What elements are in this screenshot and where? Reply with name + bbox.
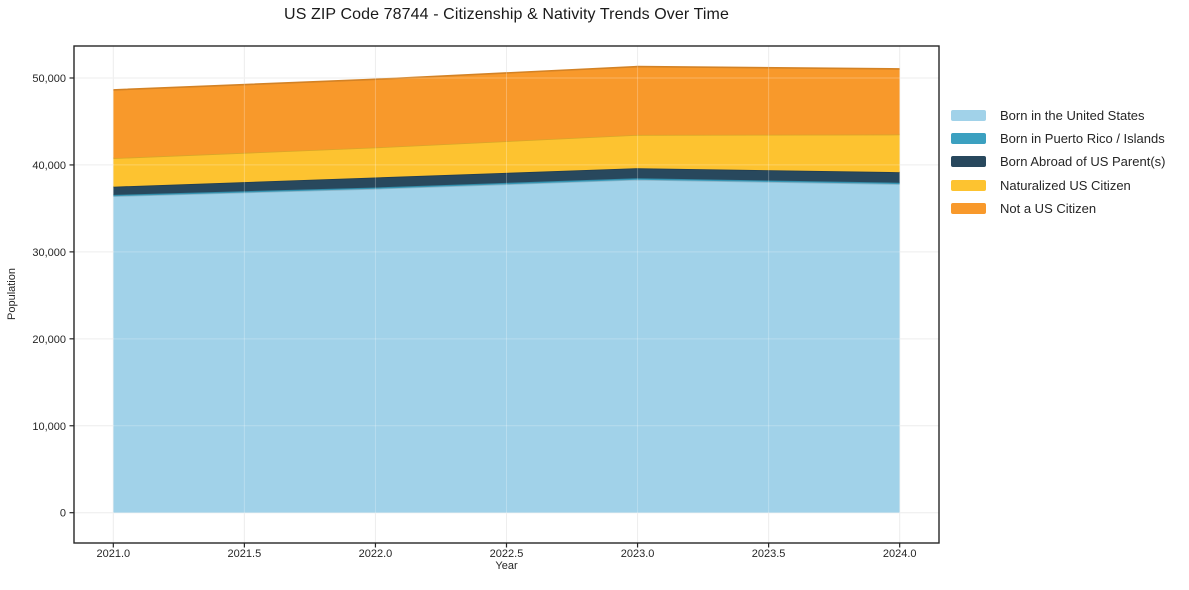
- chart-title: US ZIP Code 78744 - Citizenship & Nativi…: [284, 6, 729, 23]
- y-tick-label: 40,000: [32, 160, 66, 172]
- area-not-a-us-citizen: [113, 66, 900, 159]
- area-born-abroad-of-us-parent-s: [113, 168, 900, 195]
- area-naturalized-us-citizen: [113, 134, 900, 187]
- y-tick-label: 30,000: [32, 247, 66, 259]
- x-tick-label: 2023.5: [752, 548, 786, 560]
- legend-label: Naturalized US Citizen: [1000, 177, 1131, 193]
- y-tick-label: 0: [60, 508, 66, 520]
- y-tick-label: 10,000: [32, 421, 66, 433]
- legend-item-naturalized-us-citizen: Naturalized US Citizen: [951, 174, 1165, 197]
- y-axis-label: Population: [6, 268, 18, 320]
- legend-label: Born in the United States: [1000, 108, 1145, 124]
- y-tick-label: 50,000: [32, 73, 66, 85]
- area-born-in-the-united-states: [113, 179, 900, 513]
- y-tick-label: 20,000: [32, 334, 66, 346]
- legend-swatch-icon: [951, 156, 986, 168]
- x-tick-label: 2021.5: [228, 548, 262, 560]
- legend-label: Born in Puerto Rico / Islands: [1000, 131, 1165, 147]
- x-tick-label: 2021.0: [96, 548, 130, 560]
- x-tick-label: 2024.0: [883, 548, 917, 560]
- area-edge-naturalized-us-citizen: [113, 133, 900, 159]
- legend-swatch-icon: [951, 133, 986, 145]
- legend-item-born-abroad-of-us-parent-s: Born Abroad of US Parent(s): [951, 150, 1165, 173]
- legend-swatch-icon: [951, 110, 986, 122]
- legend-item-not-a-us-citizen: Not a US Citizen: [951, 197, 1165, 220]
- legend-swatch-icon: [951, 202, 986, 214]
- x-axis-label: Year: [495, 560, 518, 572]
- legend-item-born-in-puerto-rico-islands: Born in Puerto Rico / Islands: [951, 127, 1165, 150]
- x-tick-label: 2022.0: [359, 548, 393, 560]
- legend: Born in the United States Born in Puerto …: [951, 104, 1165, 220]
- area-edge-not-a-us-citizen: [113, 65, 900, 91]
- x-tick-label: 2023.0: [621, 548, 655, 560]
- legend-item-born-in-the-united-states: Born in the United States: [951, 104, 1165, 127]
- x-tick-label: 2022.5: [490, 548, 524, 560]
- legend-label: Not a US Citizen: [1000, 200, 1097, 216]
- legend-label: Born Abroad of US Parent(s): [1000, 154, 1166, 170]
- legend-swatch-icon: [951, 179, 986, 191]
